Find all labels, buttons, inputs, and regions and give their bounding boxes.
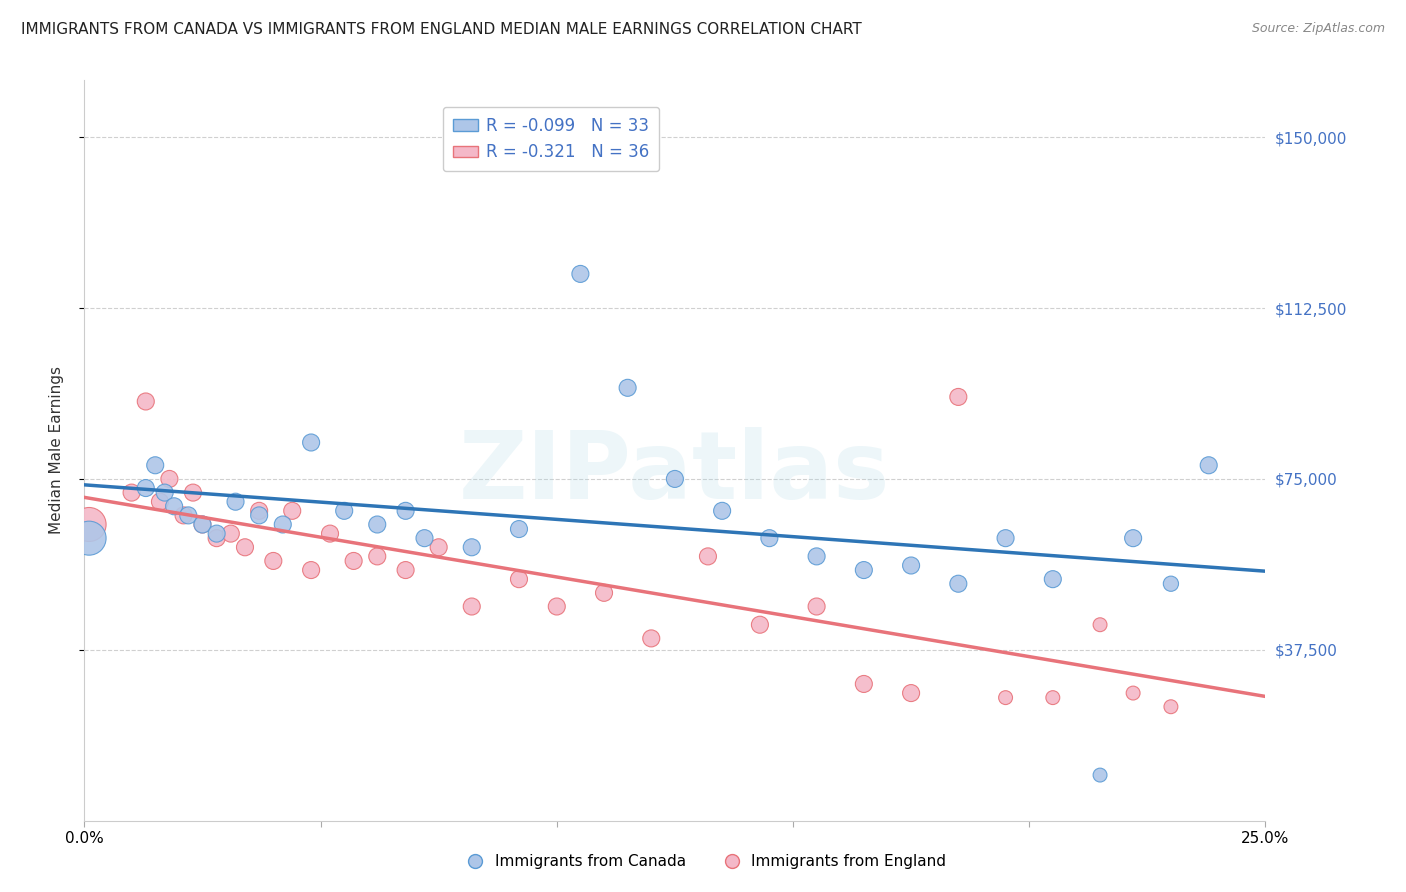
- Point: [806, 599, 828, 614]
- Point: [1122, 686, 1144, 700]
- Point: [569, 267, 592, 281]
- Point: [173, 508, 195, 523]
- Point: [135, 394, 157, 409]
- Point: [135, 481, 157, 495]
- Point: [806, 549, 828, 564]
- Point: [366, 549, 388, 564]
- Point: [299, 563, 322, 577]
- Point: [427, 541, 450, 555]
- Point: [758, 531, 780, 545]
- Point: [247, 504, 270, 518]
- Point: [1122, 531, 1144, 545]
- Point: [748, 617, 770, 632]
- Point: [143, 458, 166, 473]
- Point: [153, 485, 176, 500]
- Point: [852, 563, 875, 577]
- Point: [191, 517, 214, 532]
- Legend: Immigrants from Canada, Immigrants from England: Immigrants from Canada, Immigrants from …: [453, 848, 953, 875]
- Text: ZIPatlas: ZIPatlas: [460, 426, 890, 518]
- Point: [900, 686, 922, 700]
- Point: [994, 531, 1017, 545]
- Point: [366, 517, 388, 532]
- Point: [546, 599, 568, 614]
- Text: Source: ZipAtlas.com: Source: ZipAtlas.com: [1251, 22, 1385, 36]
- Point: [205, 526, 228, 541]
- Point: [616, 381, 638, 395]
- Point: [163, 500, 186, 514]
- Point: [181, 485, 204, 500]
- Point: [281, 504, 304, 518]
- Point: [413, 531, 436, 545]
- Point: [461, 541, 484, 555]
- Point: [1042, 572, 1064, 586]
- Point: [157, 472, 180, 486]
- Point: [149, 494, 172, 508]
- Point: [640, 632, 662, 646]
- Point: [121, 485, 143, 500]
- Point: [1088, 617, 1111, 632]
- Point: [1042, 690, 1064, 705]
- Point: [948, 576, 970, 591]
- Point: [333, 504, 356, 518]
- Point: [177, 508, 200, 523]
- Point: [262, 554, 284, 568]
- Point: [1160, 699, 1182, 714]
- Point: [77, 517, 100, 532]
- Point: [508, 572, 530, 586]
- Point: [271, 517, 294, 532]
- Point: [191, 517, 214, 532]
- Point: [233, 541, 256, 555]
- Point: [299, 435, 322, 450]
- Text: IMMIGRANTS FROM CANADA VS IMMIGRANTS FROM ENGLAND MEDIAN MALE EARNINGS CORRELATI: IMMIGRANTS FROM CANADA VS IMMIGRANTS FRO…: [21, 22, 862, 37]
- Legend: R = -0.099   N = 33, R = -0.321   N = 36: R = -0.099 N = 33, R = -0.321 N = 36: [443, 107, 659, 171]
- Point: [711, 504, 734, 518]
- Point: [697, 549, 720, 564]
- Point: [1160, 576, 1182, 591]
- Point: [247, 508, 270, 523]
- Y-axis label: Median Male Earnings: Median Male Earnings: [49, 367, 63, 534]
- Point: [77, 531, 100, 545]
- Point: [225, 494, 247, 508]
- Point: [205, 531, 228, 545]
- Point: [508, 522, 530, 536]
- Point: [319, 526, 342, 541]
- Point: [948, 390, 970, 404]
- Point: [900, 558, 922, 573]
- Point: [1198, 458, 1220, 473]
- Point: [1088, 768, 1111, 782]
- Point: [394, 504, 416, 518]
- Point: [461, 599, 484, 614]
- Point: [394, 563, 416, 577]
- Point: [852, 677, 875, 691]
- Point: [593, 586, 616, 600]
- Point: [994, 690, 1017, 705]
- Point: [664, 472, 686, 486]
- Point: [343, 554, 366, 568]
- Point: [219, 526, 242, 541]
